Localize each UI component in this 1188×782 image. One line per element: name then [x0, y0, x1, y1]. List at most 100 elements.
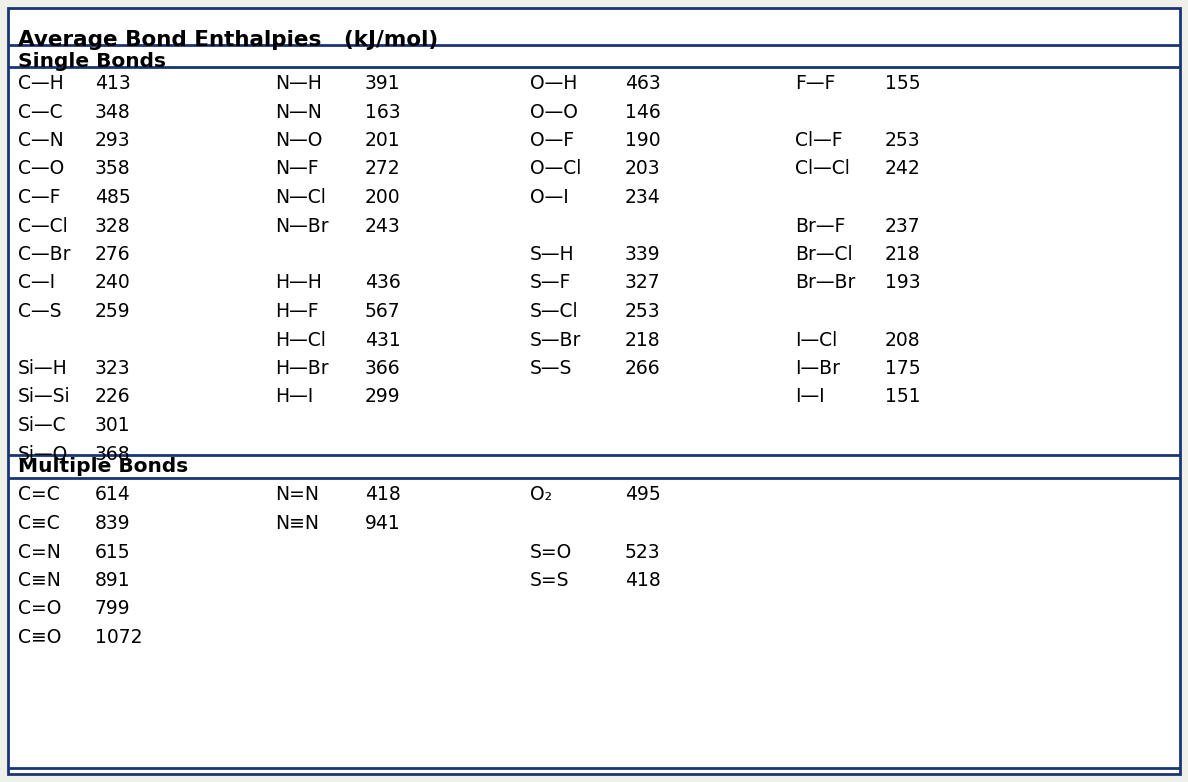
Text: 259: 259 [95, 302, 131, 321]
Text: C—I: C—I [18, 274, 55, 292]
Text: 155: 155 [885, 74, 921, 93]
Text: 218: 218 [885, 245, 921, 264]
Text: 523: 523 [625, 543, 661, 561]
Text: H—F: H—F [274, 302, 318, 321]
Text: 243: 243 [365, 217, 400, 235]
Text: I—Cl: I—Cl [795, 331, 838, 350]
Text: Cl—F: Cl—F [795, 131, 842, 150]
Text: Si—Si: Si—Si [18, 388, 70, 407]
Text: 200: 200 [365, 188, 400, 207]
Text: 266: 266 [625, 359, 661, 378]
Text: 293: 293 [95, 131, 131, 150]
Text: C—H: C—H [18, 74, 64, 93]
Text: 495: 495 [625, 486, 661, 504]
Text: 431: 431 [365, 331, 400, 350]
Text: N—N: N—N [274, 102, 322, 121]
Text: O—H: O—H [530, 74, 577, 93]
Text: Single Bonds: Single Bonds [18, 52, 166, 71]
Text: 272: 272 [365, 160, 400, 178]
FancyBboxPatch shape [8, 8, 1180, 774]
Text: C≡N: C≡N [18, 571, 61, 590]
Text: 208: 208 [885, 331, 921, 350]
Text: Si—O: Si—O [18, 444, 68, 464]
Text: 413: 413 [95, 74, 131, 93]
Text: 234: 234 [625, 188, 661, 207]
Text: Si—C: Si—C [18, 416, 67, 435]
Text: 391: 391 [365, 74, 400, 93]
Text: 368: 368 [95, 444, 131, 464]
Text: N—Cl: N—Cl [274, 188, 326, 207]
Text: 163: 163 [365, 102, 400, 121]
Text: 237: 237 [885, 217, 921, 235]
Text: S—F: S—F [530, 274, 571, 292]
Text: C≡O: C≡O [18, 628, 62, 647]
Text: 175: 175 [885, 359, 921, 378]
Text: 190: 190 [625, 131, 661, 150]
Text: 323: 323 [95, 359, 131, 378]
Text: N—Br: N—Br [274, 217, 329, 235]
Text: C—F: C—F [18, 188, 61, 207]
Text: C—N: C—N [18, 131, 64, 150]
Text: S=O: S=O [530, 543, 573, 561]
Text: 253: 253 [885, 131, 921, 150]
Text: 839: 839 [95, 514, 131, 533]
Text: 1072: 1072 [95, 628, 143, 647]
Text: 485: 485 [95, 188, 131, 207]
Text: 348: 348 [95, 102, 131, 121]
Text: S—H: S—H [530, 245, 575, 264]
Text: O—I: O—I [530, 188, 569, 207]
Text: 614: 614 [95, 486, 131, 504]
Text: Si—H: Si—H [18, 359, 68, 378]
Text: C—S: C—S [18, 302, 62, 321]
Text: N—F: N—F [274, 160, 318, 178]
Text: H—H: H—H [274, 274, 322, 292]
Text: C≡C: C≡C [18, 514, 59, 533]
Text: 253: 253 [625, 302, 661, 321]
Text: 299: 299 [365, 388, 400, 407]
Text: I—I: I—I [795, 388, 824, 407]
Text: 201: 201 [365, 131, 400, 150]
Text: 366: 366 [365, 359, 400, 378]
Text: C=C: C=C [18, 486, 59, 504]
Text: S—S: S—S [530, 359, 573, 378]
Text: S—Cl: S—Cl [530, 302, 579, 321]
Text: O—F: O—F [530, 131, 574, 150]
Text: N≡N: N≡N [274, 514, 320, 533]
Text: 328: 328 [95, 217, 131, 235]
Text: 463: 463 [625, 74, 661, 93]
Text: 218: 218 [625, 331, 661, 350]
Text: O—Cl: O—Cl [530, 160, 581, 178]
Text: S=S: S=S [530, 571, 569, 590]
Text: C=N: C=N [18, 543, 61, 561]
Text: 226: 226 [95, 388, 131, 407]
Text: 151: 151 [885, 388, 921, 407]
Text: 941: 941 [365, 514, 400, 533]
Text: F—F: F—F [795, 74, 835, 93]
Text: H—Br: H—Br [274, 359, 329, 378]
Text: 242: 242 [885, 160, 921, 178]
Text: Br—Br: Br—Br [795, 274, 855, 292]
Text: Br—F: Br—F [795, 217, 846, 235]
Text: S—Br: S—Br [530, 331, 581, 350]
Text: 615: 615 [95, 543, 131, 561]
Text: C—C: C—C [18, 102, 63, 121]
Text: 301: 301 [95, 416, 131, 435]
Text: 146: 146 [625, 102, 661, 121]
Text: O₂: O₂ [530, 486, 552, 504]
Text: 799: 799 [95, 600, 131, 619]
Text: N—O: N—O [274, 131, 322, 150]
Text: H—I: H—I [274, 388, 314, 407]
Text: 567: 567 [365, 302, 400, 321]
Text: C—Cl: C—Cl [18, 217, 68, 235]
Text: C—O: C—O [18, 160, 64, 178]
Text: C=O: C=O [18, 600, 62, 619]
Text: N—H: N—H [274, 74, 322, 93]
Text: N=N: N=N [274, 486, 320, 504]
Text: 891: 891 [95, 571, 131, 590]
Text: I—Br: I—Br [795, 359, 840, 378]
Text: 339: 339 [625, 245, 661, 264]
Text: 418: 418 [625, 571, 661, 590]
Text: 193: 193 [885, 274, 921, 292]
Text: Multiple Bonds: Multiple Bonds [18, 457, 188, 476]
Text: 327: 327 [625, 274, 661, 292]
